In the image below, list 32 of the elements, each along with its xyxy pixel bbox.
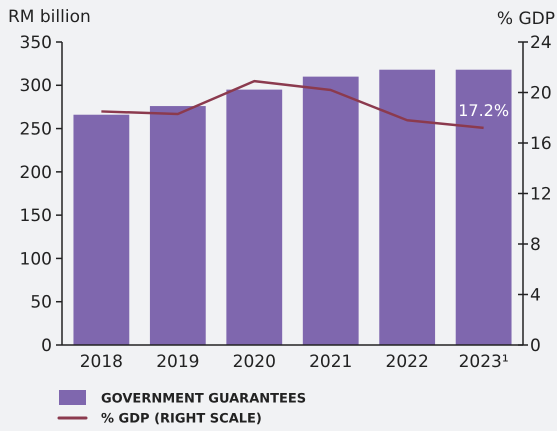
x-tick-label: 2020 — [232, 352, 276, 372]
y-tick-label: 100 — [20, 249, 52, 270]
x-tick-label: 2021 — [309, 352, 352, 372]
legend-label: % GDP (RIGHT SCALE) — [101, 412, 262, 427]
y2-tick-label: 20 — [530, 83, 552, 104]
y-tick-label: 200 — [20, 162, 52, 183]
y2-tick-label: 8 — [530, 234, 541, 255]
y-tick-label: 250 — [20, 120, 52, 140]
bar — [379, 70, 436, 345]
y2-tick-label: 4 — [530, 285, 541, 306]
y2-tick-label: 0 — [530, 336, 541, 356]
x-tick-label: 2022 — [386, 352, 429, 372]
y2-axis-title: % GDP — [496, 9, 555, 29]
bar — [150, 106, 206, 345]
y2-tick-label: 12 — [530, 184, 552, 204]
bar — [456, 70, 512, 345]
y2-tick-label: 24 — [530, 32, 552, 53]
legend-label: GOVERNMENT GUARANTEES — [101, 392, 306, 407]
x-tick-label: 2018 — [80, 352, 124, 372]
bar — [302, 76, 359, 345]
data-label: 17.2% — [458, 100, 510, 120]
y-tick-label: 350 — [20, 32, 52, 53]
y-tick-label: 0 — [41, 336, 52, 356]
bar — [73, 114, 130, 345]
y-tick-label: 50 — [30, 292, 52, 313]
y-axis-title: RM billion — [8, 7, 91, 27]
bar — [226, 90, 282, 345]
y-tick-label: 300 — [20, 76, 52, 96]
y2-tick-label: 16 — [530, 134, 552, 154]
x-tick-label: 2023¹ — [458, 352, 509, 372]
x-tick-label: 2019 — [156, 352, 200, 372]
y-tick-label: 150 — [20, 206, 52, 226]
